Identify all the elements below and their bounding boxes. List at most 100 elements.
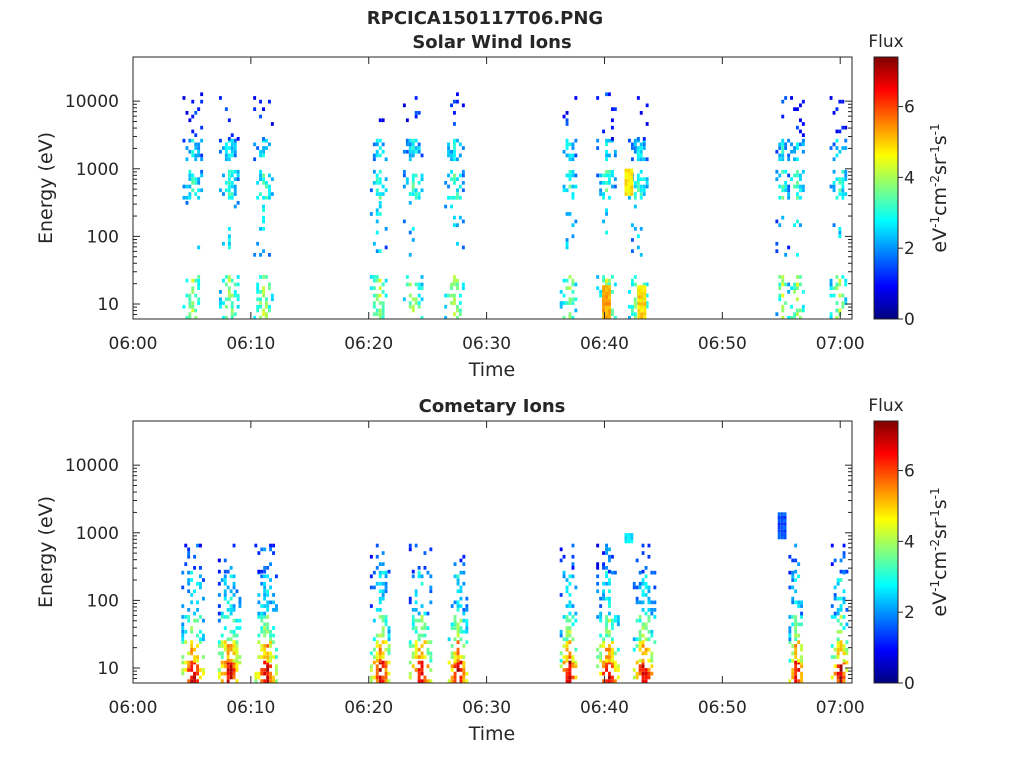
heatmap-cell <box>181 615 185 619</box>
heatmap-cell <box>845 622 849 627</box>
heatmap-cell <box>230 293 234 298</box>
heatmap-cell <box>787 138 791 143</box>
heatmap-cell <box>611 658 614 663</box>
heatmap-cell <box>266 622 270 627</box>
heatmap-cell <box>375 312 379 316</box>
heatmap-cell <box>628 138 631 143</box>
heatmap-cell <box>456 223 459 227</box>
heatmap-cell <box>459 637 463 642</box>
heatmap-cell <box>426 570 430 575</box>
heatmap-cell <box>793 290 796 294</box>
heatmap-cell <box>227 227 231 231</box>
heatmap-cell <box>378 570 382 575</box>
heatmap-cell <box>801 149 805 154</box>
heatmap-cell <box>839 604 843 608</box>
heatmap-cell <box>426 651 430 656</box>
heatmap-cell <box>384 622 388 627</box>
heatmap-cell <box>645 282 649 287</box>
heatmap-cell <box>613 570 617 575</box>
heatmap-cell <box>220 578 224 582</box>
heatmap-cell <box>226 671 230 676</box>
heatmap-cell <box>571 234 575 239</box>
heatmap-cell <box>217 668 221 672</box>
heatmap-cell <box>272 543 275 548</box>
heatmap-cell <box>453 111 456 115</box>
heatmap-cell <box>420 297 424 302</box>
heatmap-cell <box>596 589 600 594</box>
heatmap-cell <box>263 651 267 656</box>
heatmap-cell <box>638 615 642 619</box>
heatmap-cell <box>450 177 453 181</box>
heatmap-cell <box>842 658 846 663</box>
heatmap-cell <box>408 153 412 158</box>
heatmap-cell <box>265 195 268 200</box>
heatmap-cell <box>233 177 237 181</box>
heatmap-cell <box>191 129 195 134</box>
heatmap-cell <box>417 668 421 672</box>
heatmap-cell <box>227 188 231 193</box>
heatmap-cell <box>844 177 848 181</box>
heatmap-cell <box>384 177 388 181</box>
heatmap-cell <box>197 177 201 181</box>
heatmap-cell <box>223 615 227 619</box>
heatmap-cell <box>611 125 614 130</box>
heatmap-cell <box>456 574 460 579</box>
heatmap-cell <box>188 173 192 178</box>
heatmap-cell <box>793 157 796 162</box>
heatmap-cell <box>420 626 424 630</box>
heatmap-cell <box>838 230 842 235</box>
heatmap-cell <box>420 282 424 287</box>
heatmap-cell <box>639 142 643 147</box>
heatmap-cell <box>459 655 463 659</box>
heatmap-cell <box>197 195 201 200</box>
heatmap-cell <box>384 574 388 579</box>
heatmap-cell <box>426 647 430 652</box>
heatmap-cell <box>636 234 640 239</box>
heatmap-cell <box>219 290 222 294</box>
heatmap-cell <box>574 618 578 623</box>
heatmap-cell <box>796 195 799 200</box>
heatmap-cell <box>624 182 628 186</box>
heatmap-cell <box>202 578 205 582</box>
heatmap-cell <box>780 525 784 530</box>
heatmap-cell <box>781 275 785 279</box>
heatmap-cell <box>453 671 457 676</box>
heatmap-cell <box>411 138 415 143</box>
heatmap-cell <box>788 615 792 619</box>
heatmap-cell <box>408 543 412 548</box>
heatmap-cell <box>188 118 192 123</box>
heatmap-cell <box>833 671 837 676</box>
heatmap-cell <box>235 668 239 672</box>
heatmap-cell <box>783 512 787 516</box>
heatmap-cell <box>372 655 376 659</box>
heatmap-cell <box>605 298 608 303</box>
heatmap-cell <box>188 195 192 200</box>
heatmap-cell <box>375 554 379 559</box>
heatmap-cell <box>423 633 427 638</box>
heatmap-cell <box>188 312 192 316</box>
heatmap-cell <box>372 142 376 147</box>
heatmap-cell <box>616 622 620 627</box>
heatmap-cell <box>453 146 456 150</box>
heatmap-cell <box>800 658 803 663</box>
heatmap-cell <box>408 547 412 552</box>
heatmap-cell <box>835 138 839 143</box>
heatmap-cell <box>420 633 424 638</box>
heatmap-cell <box>254 671 258 676</box>
heatmap-cell <box>568 297 572 302</box>
heatmap-cell <box>565 118 569 123</box>
heatmap-cell <box>777 525 781 530</box>
heatmap-cell <box>562 615 566 619</box>
heatmap-cell <box>456 241 459 246</box>
heatmap-cell <box>787 173 791 178</box>
heatmap-cell <box>632 585 636 590</box>
heatmap-cell <box>835 316 839 319</box>
heatmap-cell <box>628 290 631 294</box>
heatmap-cell <box>613 107 617 111</box>
heatmap-cell <box>562 570 566 575</box>
heatmap-cell <box>829 278 833 283</box>
heatmap-cell <box>417 195 421 200</box>
heatmap-cell <box>650 608 654 612</box>
heatmap-cell <box>571 146 575 150</box>
x-tick-label: 06:10 <box>226 334 275 354</box>
